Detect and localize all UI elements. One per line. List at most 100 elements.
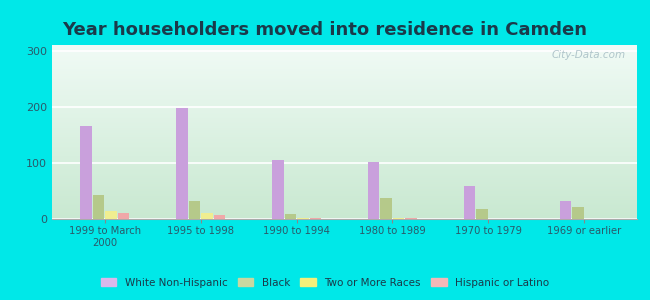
- Bar: [52, 104, 637, 105]
- Bar: [52, 57, 637, 58]
- Bar: [52, 189, 637, 190]
- Bar: [52, 205, 637, 206]
- Bar: [52, 59, 637, 60]
- Bar: [52, 175, 637, 176]
- Bar: [52, 113, 637, 114]
- Bar: [52, 179, 637, 180]
- Bar: [52, 58, 637, 59]
- Bar: [214, 214, 225, 219]
- Bar: [52, 69, 637, 70]
- Bar: [52, 199, 637, 200]
- Bar: [52, 167, 637, 168]
- Bar: [52, 83, 637, 84]
- Bar: [52, 99, 637, 100]
- Bar: [52, 187, 637, 188]
- Bar: [52, 214, 637, 215]
- Bar: [52, 64, 637, 65]
- Bar: [52, 107, 637, 108]
- Bar: [52, 60, 637, 61]
- Bar: [52, 87, 637, 88]
- Bar: [52, 95, 637, 96]
- Bar: [52, 154, 637, 155]
- Bar: [52, 52, 637, 53]
- Bar: [52, 46, 637, 47]
- Bar: [52, 212, 637, 213]
- Bar: [52, 202, 637, 203]
- Bar: [52, 77, 637, 78]
- Bar: [52, 137, 637, 138]
- Bar: [52, 71, 637, 72]
- Bar: [52, 70, 637, 71]
- Bar: [52, 186, 637, 187]
- Bar: [52, 183, 637, 184]
- Bar: [52, 90, 637, 91]
- Bar: [52, 106, 637, 107]
- Bar: [52, 62, 637, 63]
- Bar: [52, 211, 637, 212]
- Bar: [52, 84, 637, 85]
- Bar: [52, 213, 637, 214]
- Bar: [52, 173, 637, 174]
- Bar: [52, 105, 637, 106]
- Bar: [52, 142, 637, 143]
- Bar: [52, 86, 637, 87]
- Bar: [52, 201, 637, 202]
- Bar: [52, 109, 637, 110]
- Bar: [52, 76, 637, 77]
- Bar: [52, 114, 637, 115]
- Bar: [52, 136, 637, 137]
- Bar: [52, 166, 637, 167]
- Bar: [52, 61, 637, 62]
- Bar: [52, 111, 637, 112]
- Bar: [52, 103, 637, 104]
- Bar: [52, 132, 637, 133]
- Bar: [52, 198, 637, 199]
- Bar: [52, 78, 637, 79]
- Bar: [52, 129, 637, 130]
- Bar: [52, 207, 637, 208]
- Bar: [52, 210, 637, 211]
- Bar: [52, 68, 637, 69]
- Bar: [52, 45, 637, 46]
- Bar: [52, 141, 637, 142]
- Bar: [52, 171, 637, 172]
- Bar: [52, 134, 637, 135]
- Bar: [52, 182, 637, 183]
- Bar: [52, 115, 637, 116]
- Bar: [52, 93, 637, 94]
- Bar: [52, 169, 637, 170]
- Bar: [52, 165, 637, 166]
- Bar: [52, 96, 637, 97]
- Bar: [52, 56, 637, 57]
- Bar: [118, 213, 129, 219]
- Bar: [52, 47, 637, 48]
- Bar: [52, 156, 637, 157]
- Bar: [52, 192, 637, 193]
- Bar: [52, 79, 637, 80]
- Bar: [52, 177, 637, 178]
- Bar: [52, 50, 637, 51]
- Bar: [52, 49, 637, 50]
- Bar: [52, 145, 637, 146]
- Bar: [52, 66, 637, 67]
- Bar: [52, 155, 637, 156]
- Bar: [52, 147, 637, 148]
- Bar: [52, 65, 637, 66]
- Bar: [52, 54, 637, 55]
- Bar: [52, 168, 637, 169]
- Bar: [52, 85, 637, 86]
- Bar: [52, 67, 637, 68]
- Bar: [52, 157, 637, 158]
- Bar: [52, 72, 637, 73]
- Bar: [52, 53, 637, 54]
- Bar: [52, 74, 637, 75]
- Bar: [464, 186, 475, 219]
- Bar: [52, 184, 637, 185]
- Bar: [52, 164, 637, 165]
- Bar: [52, 73, 637, 74]
- Bar: [52, 196, 637, 197]
- Bar: [52, 98, 637, 99]
- Bar: [52, 163, 637, 164]
- Bar: [52, 208, 637, 209]
- Bar: [52, 100, 637, 101]
